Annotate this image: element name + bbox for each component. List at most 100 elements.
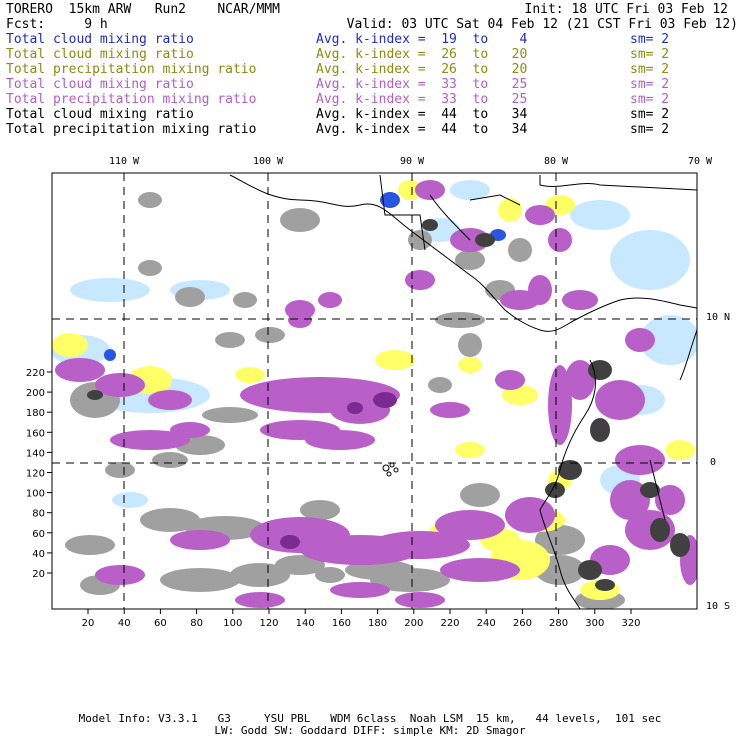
lon-label-100w: 100 W — [252, 156, 284, 167]
field-patch — [235, 367, 265, 383]
legend-row: Total cloud mixing ratio Avg. k-index = 3… — [0, 77, 740, 92]
field-patch — [347, 402, 363, 414]
legend-field: Total cloud mixing ratio — [6, 107, 194, 122]
legend-row: Total cloud mixing ratio Avg. k-index = 4… — [0, 107, 740, 122]
plot-frame — [51, 172, 698, 610]
lat-label-10n: 10 N — [706, 312, 731, 323]
field-patch — [52, 333, 88, 357]
y-tick-label: 100 — [26, 489, 45, 500]
field-patch — [318, 292, 342, 308]
field-patch — [405, 270, 435, 290]
x-tick-label: 100 — [223, 618, 242, 629]
x-tick-label: 20 — [82, 618, 95, 629]
field-patch — [138, 192, 162, 208]
legend-field: Total precipitation mixing ratio — [6, 122, 257, 137]
field-patch — [170, 530, 230, 550]
field-patch — [380, 192, 400, 208]
legend-smoothing: sm= 2 — [630, 62, 670, 77]
field-patch — [148, 390, 192, 410]
y-tick-label: 180 — [26, 408, 45, 419]
field-patch — [610, 230, 690, 290]
field-patch — [70, 278, 150, 302]
field-patch — [112, 492, 148, 508]
island-outline — [386, 471, 392, 477]
field-patch — [558, 460, 582, 480]
legend-kindex: Avg. k-index = 44 to 34 — [316, 107, 528, 122]
x-tick-label: 40 — [118, 618, 131, 629]
valid-time: Valid: 03 UTC Sat 04 Feb 12 (21 CST Fri … — [346, 17, 738, 32]
field-patch — [373, 392, 397, 408]
coastline — [379, 174, 426, 251]
field-patch — [578, 560, 602, 580]
legend-field: Total cloud mixing ratio — [6, 47, 194, 62]
field-patch — [65, 535, 115, 555]
field-patch — [330, 582, 390, 598]
legend-smoothing: sm= 2 — [630, 122, 670, 137]
lat-label-0: 0 — [710, 457, 717, 468]
field-patch — [275, 555, 325, 575]
field-patch — [435, 510, 505, 540]
field-patch — [160, 568, 240, 592]
y-tick-label: 220 — [26, 368, 45, 379]
x-tick-label: 200 — [404, 618, 423, 629]
field-patch — [398, 180, 422, 200]
field-patch — [588, 360, 612, 380]
coastline — [429, 194, 471, 241]
field-patch — [370, 531, 470, 559]
legend-field: Total cloud mixing ratio — [6, 32, 194, 47]
field-patch — [670, 533, 690, 557]
field-patch — [315, 567, 345, 583]
field-patch — [415, 180, 445, 200]
coastline — [539, 359, 596, 610]
coastline — [649, 459, 666, 521]
field-patch — [502, 385, 538, 405]
field-patch — [460, 483, 500, 507]
legend-row: Total cloud mixing ratio Avg. k-index = 2… — [0, 47, 740, 62]
model-info-line2: LW: Godd SW: Goddard DIFF: simple KM: 2D… — [214, 724, 526, 737]
x-tick-label: 280 — [549, 618, 568, 629]
field-patch — [615, 445, 665, 475]
y-tick-label: 160 — [26, 428, 45, 439]
legend-kindex: Avg. k-index = 33 to 25 — [316, 77, 528, 92]
coastline — [539, 175, 698, 191]
lon-label-80w: 80 W — [543, 156, 569, 167]
map-plot: 20 40 60 80 100 120 140 160 180 200 220 240 260 280 30… — [26, 172, 698, 629]
legend-row: Total precipitation mixing ratio Avg. k-i… — [0, 122, 740, 137]
island-outline — [382, 464, 390, 472]
legend-kindex: Avg. k-index = 44 to 34 — [316, 122, 528, 137]
legend-field: Total precipitation mixing ratio — [6, 62, 257, 77]
legend-row: Total precipitation mixing ratio Avg. k-i… — [0, 92, 740, 107]
field-patch — [508, 238, 532, 262]
lon-label-90w: 90 W — [399, 156, 425, 167]
field-patch — [95, 373, 145, 397]
legend-smoothing: sm= 2 — [630, 47, 670, 62]
field-patch — [640, 315, 697, 365]
y-tick-label: 200 — [26, 388, 45, 399]
field-patch — [655, 485, 685, 515]
model-title: TORERO 15km ARW Run2 NCAR/MMM — [6, 2, 280, 17]
field-patch — [475, 233, 495, 247]
coastline — [469, 194, 521, 206]
field-patch — [495, 370, 525, 390]
field-patch — [230, 563, 290, 587]
field-patch — [345, 560, 415, 580]
field-patch — [288, 312, 312, 328]
x-tick-label: 240 — [477, 618, 496, 629]
field-patch — [255, 327, 285, 343]
model-info-line1: Model Info: V3.3.1 G3 YSU PBL WDM 6class… — [78, 712, 662, 725]
lon-label-110w: 110 W — [108, 156, 140, 167]
x-tick-label: 160 — [332, 618, 351, 629]
field-patch — [152, 452, 188, 468]
field-patch — [498, 198, 522, 222]
field-patch — [138, 260, 162, 276]
field-patch — [428, 377, 452, 393]
legend-field: Total precipitation mixing ratio — [6, 92, 257, 107]
y-tick-label: 140 — [26, 448, 45, 459]
field-patch — [590, 418, 610, 442]
island-outline — [393, 467, 399, 473]
field-patch — [104, 349, 116, 361]
field-patch — [87, 390, 103, 400]
init-time: Init: 18 UTC Fri 03 Feb 12 — [524, 2, 729, 17]
field-patch — [280, 535, 300, 549]
x-tick-label: 260 — [513, 618, 532, 629]
